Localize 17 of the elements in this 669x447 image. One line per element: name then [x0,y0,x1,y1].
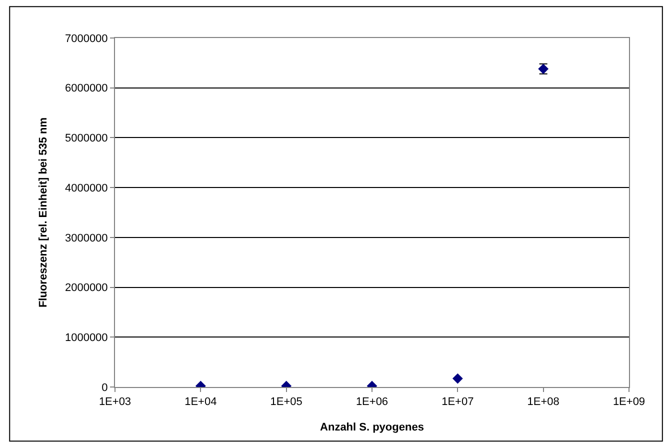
y-tick-label: 0 [102,382,108,394]
x-tick-label: 1E+03 [98,396,132,408]
x-tick-label: 1E+09 [612,396,646,408]
y-tick-label: 7000000 [64,32,108,45]
x-axis-title: Anzahl S. pyogenes [320,421,424,434]
x-tick-label: 1E+06 [356,396,388,408]
y-tick-label: 1000000 [64,332,108,344]
y-axis-title: Fluoreszenz [rel. Einheit] bei 535 nm [38,117,50,308]
x-tick-label: 1E+08 [527,396,560,408]
x-tick-label: 1E+05 [270,396,302,408]
y-tick-label: 3000000 [64,232,108,244]
y-tick-label: 5000000 [64,132,108,145]
y-tick-label: 2000000 [64,282,108,294]
y-tick-label: 6000000 [64,82,108,95]
x-tick-label: 1E+07 [442,396,474,408]
x-tick-label: 1E+04 [184,396,217,408]
y-tick-label: 4000000 [64,182,108,194]
